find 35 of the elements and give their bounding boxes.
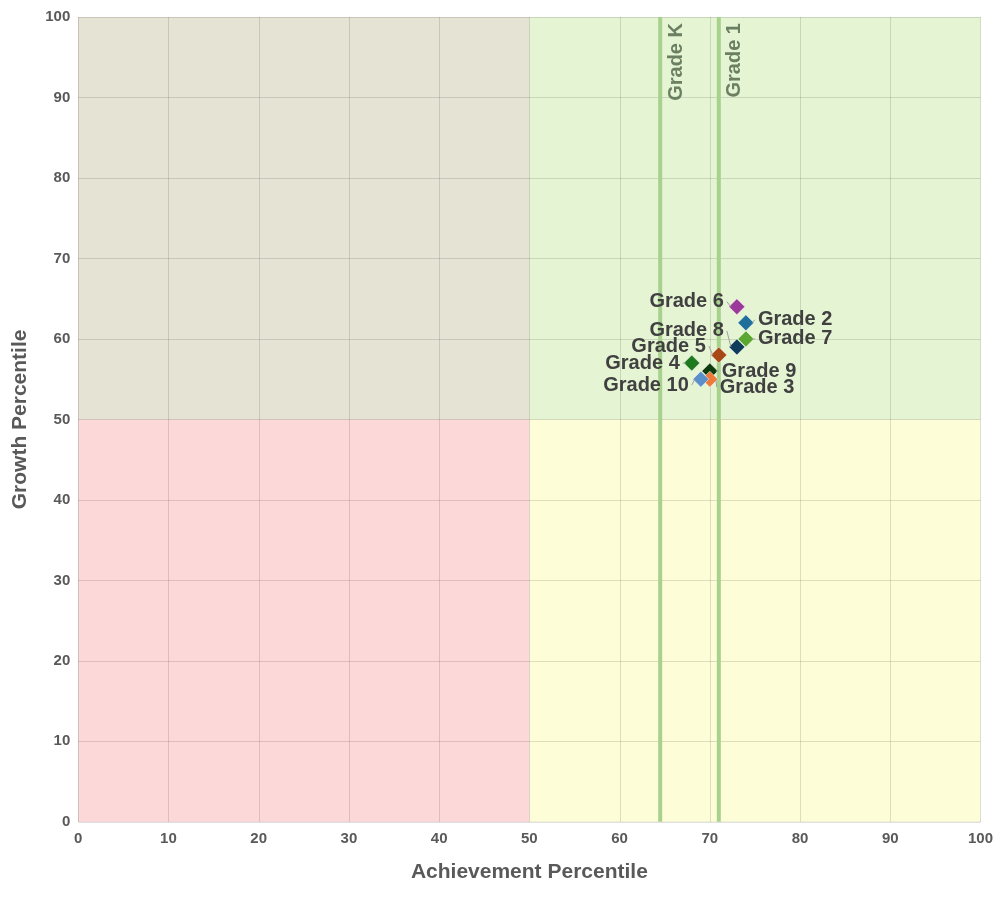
ref-line-label: Grade K bbox=[663, 22, 686, 101]
ref-line-label: Grade 1 bbox=[722, 23, 745, 98]
x-tick-label: 0 bbox=[74, 828, 83, 846]
x-tick-label: 100 bbox=[967, 828, 993, 846]
x-tick-label: 30 bbox=[340, 828, 358, 846]
x-tick-label: 50 bbox=[521, 828, 538, 846]
x-tick-label: 40 bbox=[430, 828, 448, 846]
y-tick-label: 80 bbox=[53, 168, 71, 186]
series-label: Grade 6 bbox=[649, 289, 724, 312]
y-tick-label: 10 bbox=[53, 731, 71, 749]
x-tick-label: 90 bbox=[881, 828, 899, 846]
x-tick-label: 80 bbox=[791, 828, 809, 846]
point bbox=[728, 338, 746, 356]
y-tick-label: 20 bbox=[53, 650, 71, 668]
x-axis-title: Achievement Percentile bbox=[410, 859, 648, 883]
series-label: Grade 10 bbox=[603, 372, 689, 395]
y-tick-label: 60 bbox=[53, 329, 71, 347]
point bbox=[737, 330, 755, 348]
point bbox=[728, 298, 746, 315]
x-tick-label: 20 bbox=[250, 828, 268, 846]
y-axis-title: Growth Percentile bbox=[7, 329, 31, 510]
x-tick-label: 70 bbox=[701, 828, 719, 846]
y-tick-label: 50 bbox=[53, 409, 71, 427]
x-tick-label: 10 bbox=[160, 828, 177, 846]
point bbox=[737, 314, 755, 332]
y-tick-label: 90 bbox=[53, 87, 71, 105]
y-tick-label: 30 bbox=[53, 570, 71, 588]
y-tick-label: 100 bbox=[45, 7, 71, 25]
point bbox=[683, 354, 701, 372]
point bbox=[692, 370, 710, 388]
y-tick-label: 40 bbox=[53, 490, 71, 508]
point bbox=[710, 346, 728, 364]
x-tick-label: 60 bbox=[611, 828, 628, 846]
y-tick-label: 70 bbox=[53, 248, 71, 266]
y-tick-label: 0 bbox=[61, 811, 71, 829]
